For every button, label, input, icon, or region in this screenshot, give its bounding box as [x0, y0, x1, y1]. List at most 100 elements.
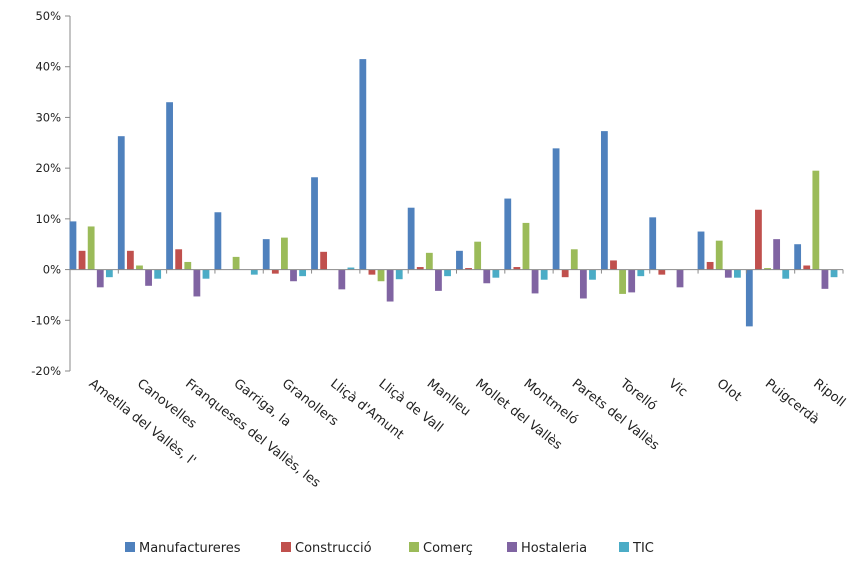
bar-comer [87, 226, 95, 270]
bar-tic [492, 269, 500, 278]
bar-construcci [803, 265, 811, 270]
bar-tic [830, 269, 838, 278]
bar-manufactureres [649, 217, 657, 270]
x-axis: Ametlla del Vallès, l'CanovellesFranques… [70, 269, 848, 491]
x-category-label: Ripoll [810, 376, 848, 410]
bar-tic [637, 269, 645, 277]
legend-label: Construcció [295, 541, 372, 556]
bars [69, 59, 838, 327]
bar-tic [444, 269, 451, 277]
bar-manufactureres [456, 250, 463, 270]
bar-construcci [706, 261, 714, 270]
bar-construcci [561, 269, 569, 278]
bar-hostaleria [145, 269, 152, 286]
bar-hostaleria [724, 269, 732, 278]
bar-hostaleria [483, 269, 491, 284]
bar-construcci [755, 209, 762, 270]
bar-tic [250, 269, 258, 275]
bar-tic [782, 269, 790, 279]
legend: Manufactureres Construcció Comerç Hostaleri… [125, 541, 654, 556]
bar-hostaleria [435, 269, 442, 291]
bar-construcci [126, 250, 134, 270]
bar-hostaleria [579, 269, 587, 299]
bar-comer [715, 240, 723, 270]
y-tick-label: 20% [35, 161, 61, 175]
bar-hostaleria [290, 269, 297, 282]
bar-manufactureres [552, 148, 560, 270]
bar-comer [232, 256, 240, 270]
bar-comer [281, 237, 288, 270]
bar-manufactureres [359, 59, 367, 270]
bar-construcci [271, 269, 279, 274]
bar-hostaleria [193, 269, 201, 297]
legend-label: Comerç [423, 541, 473, 556]
bar-manufactureres [697, 231, 705, 270]
bar-comer [474, 241, 482, 270]
bar-tic [299, 269, 307, 277]
bar-comer [425, 252, 433, 270]
bar-tic [154, 269, 162, 279]
legend-label: Manufactureres [139, 541, 241, 556]
bar-hostaleria [676, 269, 684, 288]
bar-comer [764, 268, 771, 270]
bar-hostaleria [773, 239, 781, 270]
bar-manufactureres [311, 177, 318, 270]
x-category-label: Mollet del Vallès [472, 376, 565, 453]
bar-construcci [658, 269, 666, 275]
y-tick-label: 0% [43, 263, 61, 277]
bar-construcci [320, 251, 328, 270]
bar-manufactureres [745, 269, 753, 327]
bar-manufactureres [166, 102, 173, 270]
bar-comer [136, 265, 143, 270]
bar-construcci [78, 250, 86, 270]
x-category-label: Olot [714, 376, 744, 404]
legend-label: TIC [632, 541, 654, 556]
y-axis: -20% -10% 0% 10% 20% 30% 40% 50% [31, 9, 71, 378]
legend-swatch [507, 542, 517, 552]
x-category-label: Torelló [616, 376, 659, 414]
bar-manufactureres [69, 221, 77, 270]
bar-tic [105, 269, 113, 278]
bar-manufactureres [794, 244, 802, 270]
bar-hostaleria [96, 269, 104, 288]
bar-manufactureres [600, 131, 608, 270]
bar-tic [202, 269, 210, 279]
y-tick-label: 30% [35, 110, 61, 124]
bar-construcci [175, 249, 183, 270]
y-tick-label: 50% [35, 9, 61, 23]
bar-manufactureres [262, 239, 270, 270]
legend-label: Hostaleria [521, 541, 587, 556]
bar-tic [347, 267, 355, 270]
legend-swatch [281, 542, 291, 552]
bar-comer [522, 222, 530, 270]
bar-construcci [416, 267, 424, 270]
bar-construcci [465, 268, 472, 270]
bar-construcci [610, 260, 617, 270]
bar-tic [589, 269, 596, 280]
bar-comer [184, 261, 192, 270]
y-tick-label: 40% [35, 60, 61, 74]
bar-hostaleria [386, 269, 394, 302]
bar-comer [570, 249, 578, 270]
y-tick-label: -10% [31, 313, 61, 327]
bar-manufactureres [407, 207, 415, 270]
bar-hostaleria [531, 269, 539, 294]
bar-manufactureres [504, 198, 512, 270]
bar-construcci [368, 269, 376, 275]
bar-comer [377, 269, 385, 282]
bar-comer [812, 170, 820, 270]
bar-tic [395, 269, 403, 280]
y-tick-label: 10% [35, 212, 61, 226]
x-category-label: Parets del Vallès [569, 376, 662, 453]
bar-hostaleria [628, 269, 636, 293]
legend-swatch [125, 542, 135, 552]
x-category-label: Vic [665, 376, 690, 400]
legend-swatch [409, 542, 419, 552]
y-tick-label: -20% [31, 364, 61, 378]
bar-manufactureres [117, 136, 125, 270]
bar-tic [540, 269, 548, 280]
bar-hostaleria [821, 269, 829, 289]
bar-tic [734, 269, 741, 278]
